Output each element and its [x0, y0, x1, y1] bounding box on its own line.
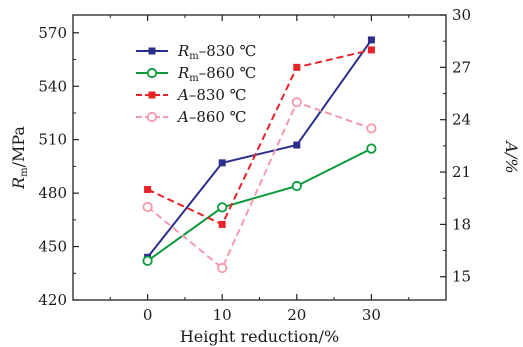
y-right-tick-label: 30	[452, 6, 471, 24]
legend-entry-2: Rm–860 ℃	[136, 64, 256, 84]
legend-label: A–860 ℃	[176, 108, 247, 126]
legend-entry-4: A–860 ℃	[136, 108, 247, 126]
y-right-tick-label: 24	[452, 111, 471, 129]
series-3	[144, 46, 375, 228]
data-point	[367, 36, 375, 44]
plot-frame	[72, 14, 447, 301]
data-point	[144, 185, 152, 193]
data-point	[217, 262, 228, 274]
y-right-tick-label: 27	[452, 58, 471, 76]
x-tick-label: 30	[362, 306, 381, 324]
x-axis-title: Height reduction/%	[180, 327, 339, 346]
data-point	[217, 202, 228, 213]
y-left-tick-label: 420	[38, 291, 67, 309]
data-point	[293, 141, 301, 149]
legend-label: Rm–830 ℃	[177, 42, 256, 62]
legend-entry-1: Rm–830 ℃	[136, 42, 256, 62]
data-point	[293, 63, 301, 71]
y-left-tick-label: 510	[38, 131, 67, 149]
data-point	[366, 143, 377, 154]
data-point	[218, 159, 226, 167]
data-point	[291, 97, 302, 108]
data-point	[142, 255, 153, 266]
series-line	[147, 48, 372, 226]
axes: 0 10 20 30 420 450 480 510 540 570 15 18 21 24 27 30 Hei…	[9, 6, 521, 346]
y-left-tick-label: 450	[38, 238, 67, 256]
data-point	[218, 220, 226, 228]
series-line	[147, 147, 372, 262]
data-point	[366, 123, 377, 134]
legend-entry-3: A–830 ℃	[136, 86, 247, 104]
data-point	[367, 46, 375, 54]
y-right-tick-label: 21	[452, 163, 471, 181]
legend-marker	[148, 47, 156, 55]
legend: Rm–830 ℃Rm–860 ℃ A–830 ℃ A–860 ℃	[136, 42, 256, 126]
data-point	[291, 180, 302, 192]
series-layer	[142, 36, 377, 274]
legend-label: Rm–860 ℃	[177, 64, 256, 84]
series-line	[146, 100, 372, 270]
y-right-tick-label: 18	[452, 215, 471, 233]
series-line	[146, 39, 373, 258]
legend-marker	[148, 91, 156, 99]
legend-marker	[146, 111, 158, 123]
data-point	[142, 201, 153, 213]
legend-marker	[146, 67, 158, 79]
series-4	[142, 97, 377, 274]
y-left-tick-label: 540	[38, 77, 67, 95]
y-left-tick-label: 570	[38, 24, 67, 42]
x-tick-label: 10	[213, 306, 232, 324]
y-right-axis-title: A/%	[502, 139, 521, 173]
legend-label: A–830 ℃	[176, 86, 247, 104]
y-right-tick-label: 15	[452, 268, 471, 286]
x-tick-label: 20	[287, 306, 306, 324]
x-tick-label: 0	[143, 306, 153, 324]
series-2	[142, 143, 377, 266]
y-left-tick-label: 480	[38, 184, 67, 202]
y-left-axis-title: Rm/MPa	[9, 126, 30, 190]
